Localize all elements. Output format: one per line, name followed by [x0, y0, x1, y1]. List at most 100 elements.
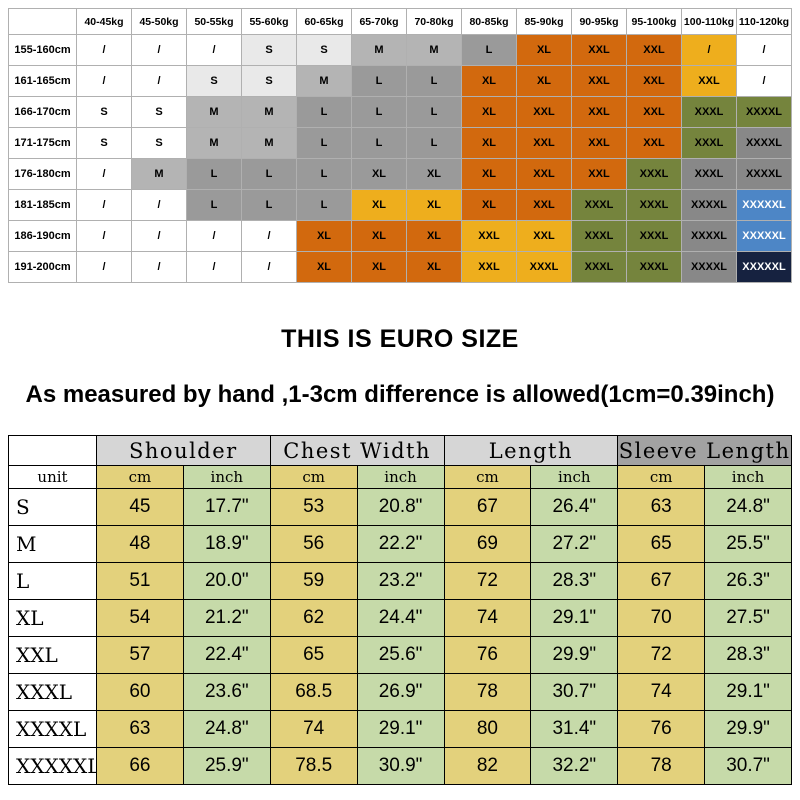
size-cell: XL — [516, 34, 572, 66]
size-cell: XL — [296, 220, 352, 252]
inch-value: 21.2" — [182, 599, 271, 637]
inch-value: 23.2" — [356, 562, 445, 600]
unit-label: unit — [8, 465, 97, 489]
inch-value: 28.3" — [704, 636, 792, 674]
size-cell: S — [186, 65, 242, 97]
size-label: XXXL — [8, 673, 97, 711]
weight-range-header: 60-65kg — [296, 8, 352, 35]
inch-value: 25.9" — [182, 747, 271, 785]
corner-cell — [8, 8, 77, 35]
inch-value: 26.9" — [356, 673, 445, 711]
inch-value: 27.2" — [530, 525, 619, 563]
size-cell: XL — [406, 158, 462, 190]
size-label: S — [8, 488, 97, 526]
size-cell: XL — [351, 158, 407, 190]
size-cell: XL — [516, 65, 572, 97]
measurement-table: Shoulder Chest Width Length Sleeve Length u… — [8, 435, 792, 785]
size-cell: XXL — [626, 65, 682, 97]
size-cell: / — [76, 251, 132, 283]
height-range-header: 191-200cm — [8, 251, 77, 283]
cm-value: 74 — [617, 673, 706, 711]
inch-value: 25.5" — [704, 525, 792, 563]
cm-value: 53 — [269, 488, 358, 526]
inch-value: 31.4" — [530, 710, 619, 748]
size-cell: / — [131, 251, 187, 283]
size-cell: L — [296, 189, 352, 221]
size-cell: / — [76, 65, 132, 97]
size-cell: L — [296, 96, 352, 128]
size-cell: / — [241, 220, 297, 252]
inch-value: 25.6" — [356, 636, 445, 674]
size-cell: L — [406, 127, 462, 159]
size-cell: / — [131, 65, 187, 97]
euro-row: 191-200cm / / / / XL XL XL XXL XXXL XXXL XXXL XXXXL X… — [8, 251, 792, 283]
inch-value: 29.9" — [530, 636, 619, 674]
cm-value: 57 — [96, 636, 184, 674]
size-cell: XXXXL — [681, 189, 737, 221]
size-cell: XXXL — [626, 220, 682, 252]
size-cell: XXL — [571, 34, 627, 66]
unit-header: cm — [269, 465, 358, 489]
size-cell: L — [461, 34, 517, 66]
weight-range-header: 95-100kg — [626, 8, 682, 35]
size-cell: XXL — [516, 158, 572, 190]
size-cell: L — [406, 96, 462, 128]
cm-value: 56 — [269, 525, 358, 563]
size-cell: XL — [296, 251, 352, 283]
inch-value: 22.2" — [356, 525, 445, 563]
inch-value: 23.6" — [182, 673, 271, 711]
cm-value: 48 — [96, 525, 184, 563]
cm-value: 82 — [443, 747, 532, 785]
cm-value: 63 — [617, 488, 706, 526]
size-cell: / — [76, 158, 132, 190]
measurement-row: XXXL 60 23.6" 68.5 26.9" 78 30.7" 74 29.1" — [8, 673, 792, 711]
height-range-header: 166-170cm — [8, 96, 77, 128]
inch-value: 22.4" — [182, 636, 271, 674]
cm-value: 65 — [269, 636, 358, 674]
size-cell: S — [76, 96, 132, 128]
size-cell: L — [186, 158, 242, 190]
size-cell: XXXL — [681, 158, 737, 190]
size-cell: XXXXL — [736, 127, 792, 159]
size-cell: XXXL — [516, 251, 572, 283]
inch-value: 29.9" — [704, 710, 792, 748]
cm-value: 72 — [443, 562, 532, 600]
cm-value: 51 — [96, 562, 184, 600]
size-cell: XXXXL — [681, 251, 737, 283]
unit-header: inch — [530, 465, 619, 489]
size-cell: / — [186, 251, 242, 283]
inch-value: 27.5" — [704, 599, 792, 637]
size-cell: XXXXXL — [736, 220, 792, 252]
weight-range-header: 50-55kg — [186, 8, 242, 35]
size-cell: / — [76, 220, 132, 252]
size-cell: M — [241, 96, 297, 128]
size-cell: / — [736, 34, 792, 66]
size-cell: S — [241, 65, 297, 97]
size-cell: XXL — [516, 96, 572, 128]
size-cell: / — [186, 34, 242, 66]
cm-value: 65 — [617, 525, 706, 563]
cm-value: 68.5 — [269, 673, 358, 711]
size-cell: XXXL — [626, 251, 682, 283]
size-cell: XXL — [626, 96, 682, 128]
inch-value: 24.8" — [704, 488, 792, 526]
measurement-group-header: Shoulder — [96, 435, 271, 466]
measurement-row: XL 54 21.2" 62 24.4" 74 29.1" 70 27.5" — [8, 599, 792, 637]
size-cell: S — [296, 34, 352, 66]
size-cell: XXL — [626, 127, 682, 159]
size-label: XXXXXL — [8, 747, 97, 785]
height-range-header: 171-175cm — [8, 127, 77, 159]
size-cell: XXXXL — [736, 96, 792, 128]
cm-value: 74 — [269, 710, 358, 748]
measurement-group-header-row: Shoulder Chest Width Length Sleeve Length — [8, 435, 792, 466]
inch-value: 30.9" — [356, 747, 445, 785]
height-range-header: 155-160cm — [8, 34, 77, 66]
height-range-header: 181-185cm — [8, 189, 77, 221]
size-label: M — [8, 525, 97, 563]
inch-value: 28.3" — [530, 562, 619, 600]
size-cell: L — [296, 158, 352, 190]
size-cell: M — [296, 65, 352, 97]
cm-value: 74 — [443, 599, 532, 637]
size-cell: M — [351, 34, 407, 66]
height-range-header: 176-180cm — [8, 158, 77, 190]
